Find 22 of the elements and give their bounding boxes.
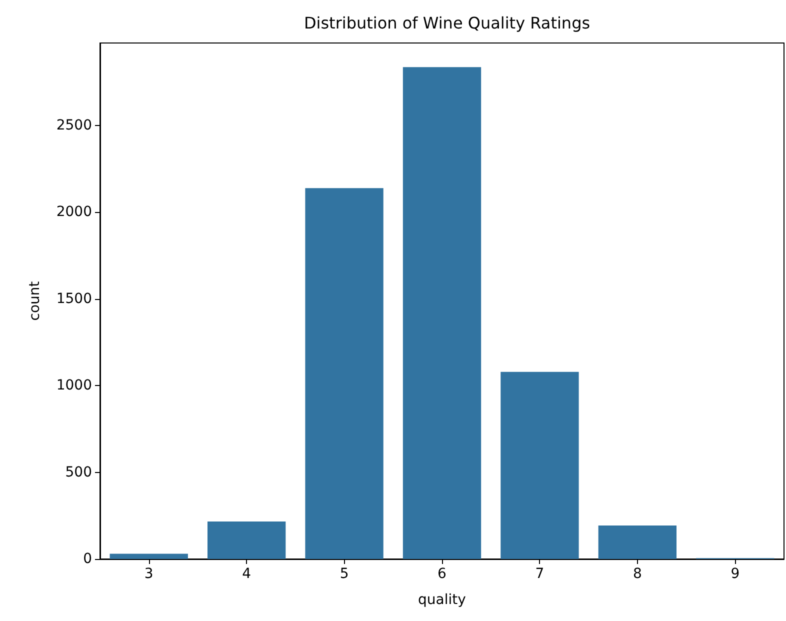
y-tick-label: 500 xyxy=(65,464,92,480)
y-tick-label: 2500 xyxy=(56,117,92,134)
bar xyxy=(305,188,384,559)
bar xyxy=(402,67,482,559)
y-tick-label: 2000 xyxy=(56,204,92,220)
y-axis-title: count xyxy=(27,280,43,321)
bar xyxy=(500,372,579,559)
x-tick-label: 4 xyxy=(242,566,252,582)
y-tick-label: 1000 xyxy=(56,378,92,394)
x-tick-label: 8 xyxy=(632,566,642,582)
x-axis-title: quality xyxy=(418,592,466,608)
x-tick-label: 7 xyxy=(535,566,544,582)
x-tick-label: 6 xyxy=(438,566,447,582)
chart-title: Distribution of Wine Quality Ratings xyxy=(304,14,590,32)
x-tick-label: 9 xyxy=(730,566,740,582)
x-tick-label: 5 xyxy=(340,566,349,582)
x-tick-label: 3 xyxy=(144,566,154,582)
y-tick-label: 0 xyxy=(83,551,92,567)
bar xyxy=(207,522,286,559)
bar xyxy=(598,526,677,559)
y-tick-label: 1500 xyxy=(56,290,92,307)
bar xyxy=(110,554,188,559)
